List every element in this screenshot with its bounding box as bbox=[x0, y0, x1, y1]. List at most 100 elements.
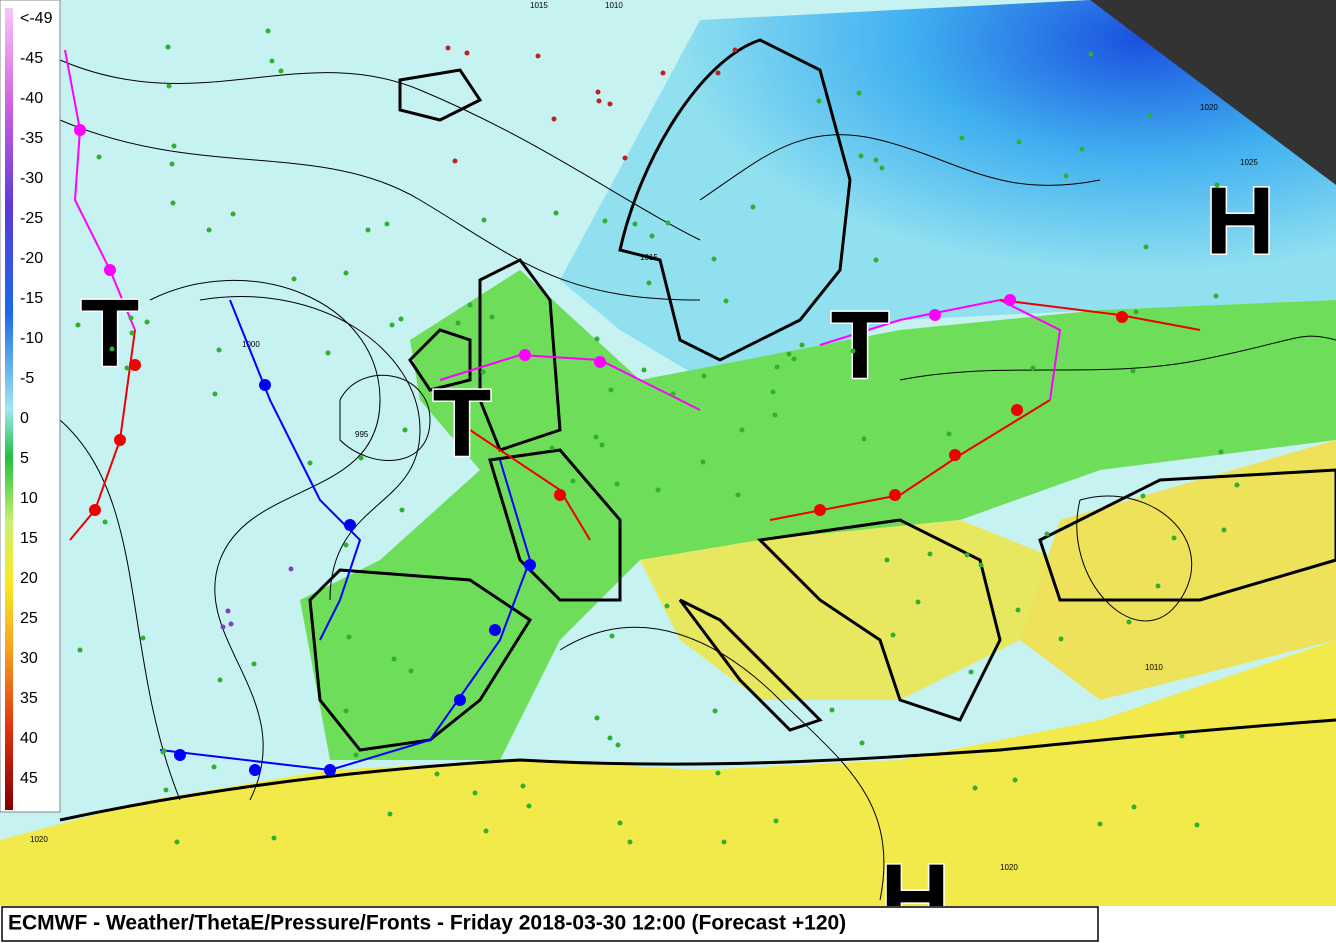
weather-symbol bbox=[721, 839, 727, 845]
isobar bbox=[199, 296, 421, 601]
weather-symbol bbox=[399, 507, 405, 513]
weather-symbol bbox=[549, 445, 555, 451]
weather-symbol bbox=[873, 257, 879, 263]
weather-symbol bbox=[858, 153, 864, 159]
coastline bbox=[398, 68, 483, 122]
weather-symbol bbox=[593, 434, 599, 440]
weather-symbol bbox=[452, 158, 458, 164]
weather-symbol bbox=[291, 276, 297, 282]
weather-symbol bbox=[1179, 733, 1185, 739]
legend-label: <-49 bbox=[20, 10, 53, 27]
isobar-label: 1020 bbox=[30, 835, 48, 844]
weather-symbol bbox=[265, 28, 271, 34]
weather-symbol bbox=[1063, 173, 1069, 179]
weather-symbol bbox=[670, 391, 676, 397]
weather-symbol bbox=[774, 364, 780, 370]
weather-symbol bbox=[773, 818, 779, 824]
isobar bbox=[59, 119, 701, 301]
weather-symbol bbox=[398, 316, 404, 322]
legend-label: -10 bbox=[20, 330, 43, 347]
front-symbol bbox=[454, 694, 466, 706]
weather-symbol bbox=[1131, 804, 1137, 810]
weather-symbol bbox=[346, 634, 352, 640]
weather-symbol bbox=[467, 302, 473, 308]
weather-symbol bbox=[859, 740, 865, 746]
weather-symbol bbox=[609, 633, 615, 639]
weather-symbol bbox=[553, 210, 559, 216]
weather-symbol bbox=[128, 315, 134, 321]
legend-label: 45 bbox=[20, 770, 38, 787]
legend-label: 30 bbox=[20, 650, 38, 667]
legend-label: -5 bbox=[20, 370, 34, 387]
isobar-label: 1025 bbox=[1240, 158, 1258, 167]
weather-symbol bbox=[1221, 527, 1227, 533]
weather-symbol bbox=[343, 270, 349, 276]
weather-symbol bbox=[861, 436, 867, 442]
isobar-label: 1010 bbox=[605, 1, 623, 10]
weather-symbol bbox=[607, 735, 613, 741]
weather-symbol bbox=[455, 320, 461, 326]
weather-symbol bbox=[1213, 293, 1219, 299]
weather-symbol bbox=[102, 519, 108, 525]
weather-symbol bbox=[1088, 51, 1094, 57]
weather-symbol bbox=[829, 707, 835, 713]
front-symbol bbox=[114, 434, 126, 446]
weather-symbol bbox=[1130, 368, 1136, 374]
weather-symbol bbox=[445, 45, 451, 51]
weather-symbol bbox=[596, 98, 602, 104]
weather-symbol bbox=[96, 154, 102, 160]
front-symbol bbox=[554, 489, 566, 501]
weather-symbol bbox=[799, 342, 805, 348]
weather-symbol bbox=[972, 785, 978, 791]
weather-symbol bbox=[408, 668, 414, 674]
weather-symbol bbox=[732, 47, 738, 53]
front-symbol bbox=[1011, 404, 1023, 416]
weather-symbol bbox=[520, 783, 526, 789]
weather-symbol bbox=[959, 135, 965, 141]
weather-symbol bbox=[595, 89, 601, 95]
legend-color-bar bbox=[5, 8, 13, 810]
weather-symbol bbox=[873, 157, 879, 163]
weather-symbol bbox=[649, 233, 655, 239]
weather-symbol bbox=[594, 715, 600, 721]
weather-symbol bbox=[772, 412, 778, 418]
weather-symbol bbox=[1030, 365, 1036, 371]
weather-symbol bbox=[715, 70, 721, 76]
weather-symbol bbox=[472, 790, 478, 796]
weather-symbol bbox=[174, 839, 180, 845]
weather-symbol bbox=[884, 557, 890, 563]
weather-symbol bbox=[325, 350, 331, 356]
front-symbol bbox=[129, 359, 141, 371]
weather-symbol bbox=[627, 839, 633, 845]
weather-symbol bbox=[968, 669, 974, 675]
isobar bbox=[699, 134, 1101, 201]
pressure-center: T bbox=[433, 369, 492, 476]
weather-symbol bbox=[526, 803, 532, 809]
weather-symbol bbox=[1143, 244, 1149, 250]
weather-symbol bbox=[946, 431, 952, 437]
weather-symbol bbox=[387, 811, 393, 817]
weather-symbol bbox=[701, 373, 707, 379]
fronts bbox=[64, 49, 1201, 772]
isobars bbox=[59, 59, 1336, 901]
weather-symbol bbox=[171, 143, 177, 149]
weather-symbol bbox=[614, 481, 620, 487]
weather-symbol bbox=[365, 227, 371, 233]
isobar bbox=[339, 374, 431, 461]
warm-air-region bbox=[0, 640, 1336, 943]
weather-symbol bbox=[786, 351, 792, 357]
legend-label: -45 bbox=[20, 50, 43, 67]
warm-air-region bbox=[640, 520, 1060, 700]
weather-symbol bbox=[617, 820, 623, 826]
weather-symbol bbox=[481, 217, 487, 223]
weather-symbol bbox=[230, 211, 236, 217]
weather-symbol bbox=[225, 608, 231, 614]
weather-symbol bbox=[927, 551, 933, 557]
isobar bbox=[149, 279, 381, 801]
weather-symbol bbox=[278, 68, 284, 74]
cold-front bbox=[69, 329, 136, 541]
weather-symbol bbox=[217, 677, 223, 683]
weather-symbol bbox=[978, 562, 984, 568]
weather-symbol bbox=[391, 656, 397, 662]
